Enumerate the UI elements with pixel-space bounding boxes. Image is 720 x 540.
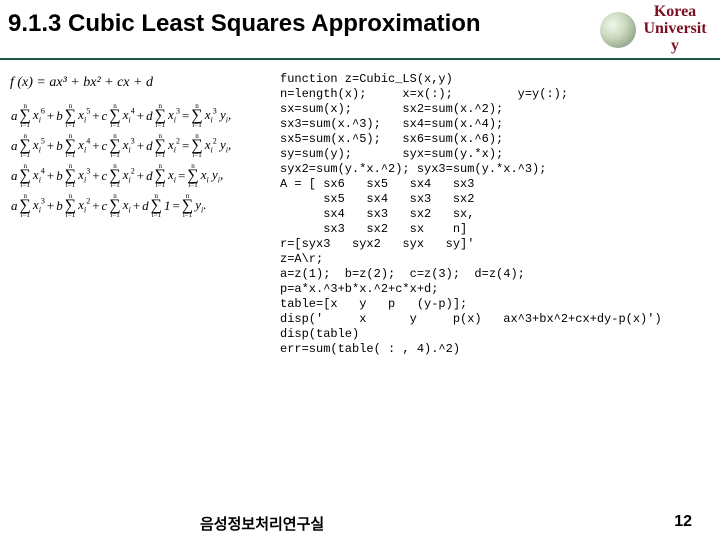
org-line2: Universit	[630, 21, 720, 38]
normal-equation-row: an∑i=1xi6+bn∑i=1xi5+cn∑i=1xi4+dn∑i=1xi3=…	[10, 104, 270, 128]
org-line1: Korea	[630, 4, 720, 21]
org-line3: y	[630, 38, 720, 55]
normal-equation-row: an∑i=1xi4+bn∑i=1xi3+cn∑i=1xi2+dn∑i=1xi=n…	[10, 164, 270, 188]
normal-equation-row: an∑i=1xi5+bn∑i=1xi4+cn∑i=1xi3+dn∑i=1xi2=…	[10, 134, 270, 158]
polynomial-equation: f (x) = ax³ + bx² + cx + d	[10, 72, 270, 94]
normal-equation-row: an∑i=1xi3+bn∑i=1xi2+cn∑i=1xi+dn∑i=11=n∑i…	[10, 194, 270, 218]
slide-footer: 음성정보처리연구실 12	[0, 513, 720, 534]
university-logo: Korea Universit y	[630, 0, 720, 60]
slide-title: 9.1.3 Cubic Least Squares Approximation	[0, 0, 630, 38]
page-number: 12	[674, 513, 692, 534]
slide-header: 9.1.3 Cubic Least Squares Approximation …	[0, 0, 720, 60]
equations-panel: f (x) = ax³ + bx² + cx + d an∑i=1xi6+bn∑…	[10, 72, 270, 357]
lab-name: 음성정보처리연구실	[200, 513, 324, 534]
matlab-code-block: function z=Cubic_LS(x,y) n=length(x); x=…	[280, 72, 710, 357]
slide-body: f (x) = ax³ + bx² + cx + d an∑i=1xi6+bn∑…	[0, 60, 720, 357]
normal-equations: an∑i=1xi6+bn∑i=1xi5+cn∑i=1xi4+dn∑i=1xi3=…	[10, 104, 270, 218]
